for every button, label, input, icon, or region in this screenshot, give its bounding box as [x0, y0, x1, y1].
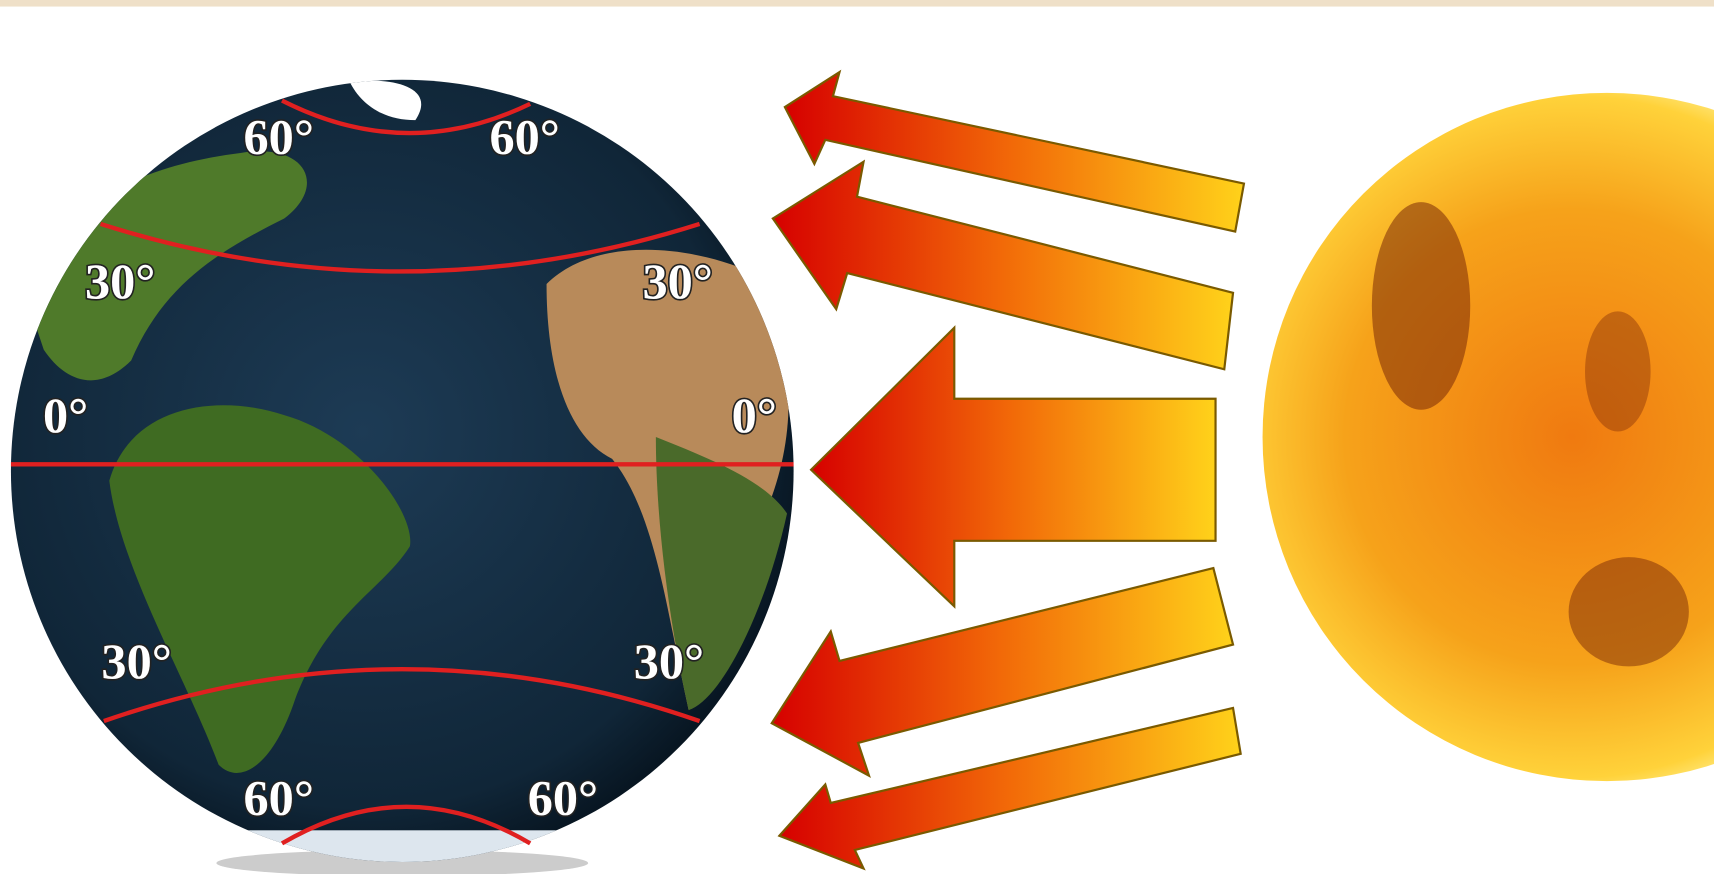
latitude-label: 0°: [732, 387, 777, 443]
latitude-label: 30°: [643, 253, 713, 309]
ray: [771, 159, 1235, 371]
latitude-lines: [10, 98, 794, 846]
ray: [809, 325, 1217, 609]
ray: [770, 566, 1235, 778]
latitude-label: 0°: [43, 387, 88, 443]
latitude-label: 60°: [244, 109, 314, 165]
latitude-label: 30°: [85, 253, 155, 309]
ray: [783, 69, 1246, 233]
top-strip: [0, 0, 1714, 7]
latitude-label: 60°: [528, 770, 598, 826]
latitude-label: 60°: [490, 109, 560, 165]
sun: [1262, 92, 1714, 782]
ray: [777, 706, 1242, 871]
latitude-label: 30°: [101, 633, 171, 689]
latitude-label: 30°: [634, 633, 704, 689]
earth: [10, 79, 794, 874]
latitude-label: 60°: [244, 770, 314, 826]
sun-rays: [770, 69, 1246, 871]
